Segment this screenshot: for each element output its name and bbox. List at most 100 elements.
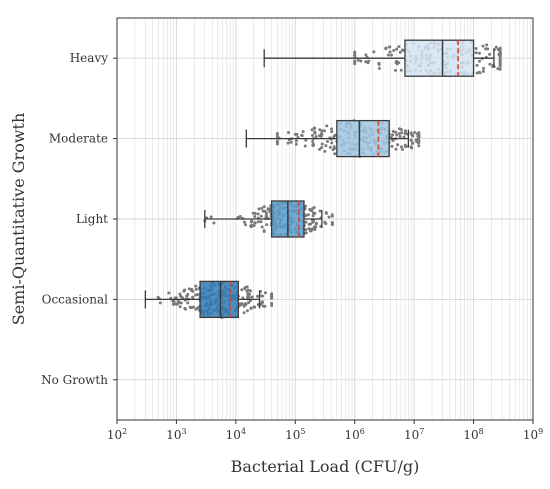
data-point (194, 287, 198, 291)
data-point (320, 129, 324, 133)
data-point (403, 129, 407, 133)
data-point (323, 220, 327, 224)
data-point (391, 139, 395, 143)
data-point (307, 222, 311, 226)
data-point (260, 301, 264, 305)
data-point (320, 142, 324, 146)
data-point (186, 301, 190, 305)
data-point (353, 51, 357, 55)
box (404, 39, 475, 77)
data-point (243, 285, 247, 289)
data-point (498, 64, 502, 68)
data-point (395, 133, 399, 137)
data-point (318, 128, 322, 132)
data-point (179, 294, 183, 298)
data-point (399, 68, 403, 72)
data-point (242, 311, 246, 315)
data-point (392, 48, 396, 52)
data-point (265, 215, 269, 219)
data-point (167, 291, 171, 295)
data-point (191, 289, 195, 293)
data-point (372, 50, 376, 54)
data-point (191, 296, 195, 300)
data-point (260, 206, 264, 210)
data-point (384, 46, 388, 50)
data-point (314, 135, 318, 139)
data-point (481, 44, 485, 48)
data-point (250, 219, 254, 223)
data-point (474, 47, 478, 51)
data-point (240, 302, 244, 306)
data-point (171, 302, 175, 306)
data-point (158, 301, 162, 305)
data-point (391, 133, 395, 137)
data-point (488, 62, 492, 66)
data-point (190, 306, 194, 310)
data-point (244, 223, 248, 227)
data-point (172, 299, 176, 303)
data-point (252, 224, 256, 228)
data-point (253, 215, 257, 219)
data-point (401, 48, 405, 52)
data-point (398, 50, 402, 54)
x-ticks: 102 103 104 105 106 107 108 109 (107, 420, 543, 442)
data-point (330, 130, 334, 134)
x-tick-label: 104 (226, 427, 246, 442)
data-point (494, 45, 498, 49)
data-point (410, 146, 414, 150)
data-point (330, 141, 334, 145)
data-point (249, 225, 253, 229)
data-point (399, 145, 403, 149)
x-tick-label: 102 (107, 427, 127, 442)
data-point (270, 292, 274, 296)
data-point (286, 141, 290, 145)
data-point (183, 306, 187, 310)
data-point (252, 305, 256, 309)
data-point (475, 63, 479, 67)
data-point (367, 59, 371, 63)
data-point (417, 139, 421, 143)
data-point (263, 291, 267, 295)
data-point (300, 134, 304, 138)
data-point (310, 128, 314, 132)
data-point (259, 220, 263, 224)
data-point (409, 138, 413, 142)
data-point (318, 134, 322, 138)
data-point (242, 220, 246, 224)
y-ticks: Heavy Moderate Light Occasional No Growth (41, 51, 117, 387)
data-point (261, 209, 265, 213)
data-point (304, 228, 308, 232)
data-point (304, 204, 308, 208)
data-point (314, 221, 318, 225)
data-point (196, 306, 200, 310)
data-point (484, 47, 488, 51)
data-point (395, 47, 399, 51)
data-point (310, 133, 314, 137)
data-point (397, 45, 401, 49)
data-point (275, 133, 279, 137)
data-point (397, 131, 401, 135)
data-point (324, 211, 328, 215)
data-point (194, 293, 198, 297)
data-point (498, 67, 502, 71)
data-point (294, 142, 298, 146)
data-point (253, 211, 257, 215)
data-point (485, 43, 489, 47)
data-point (377, 66, 381, 70)
data-point (312, 126, 316, 130)
data-point (482, 66, 486, 70)
data-point (245, 289, 249, 293)
data-point (488, 52, 492, 56)
data-point (496, 67, 500, 71)
y-tick-label: Light (76, 212, 108, 226)
data-point (400, 131, 404, 135)
data-point (411, 134, 415, 138)
data-point (253, 221, 257, 225)
data-point (417, 133, 421, 137)
data-point (186, 292, 190, 296)
data-point (498, 52, 502, 56)
data-point (475, 71, 479, 75)
data-point (333, 152, 337, 156)
data-point (247, 301, 251, 305)
